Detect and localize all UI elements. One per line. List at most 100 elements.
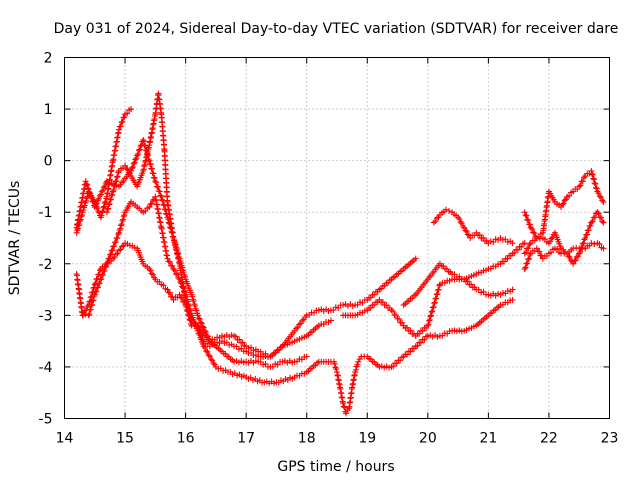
plus-marker bbox=[96, 271, 103, 278]
plus-marker bbox=[173, 244, 180, 251]
plus-marker bbox=[135, 151, 142, 158]
plus-marker bbox=[89, 289, 96, 296]
plus-marker bbox=[560, 200, 567, 207]
plus-marker bbox=[236, 336, 243, 343]
data-point bbox=[116, 126, 122, 133]
data-point bbox=[158, 193, 165, 200]
plus-marker bbox=[407, 348, 414, 355]
plus-marker bbox=[587, 222, 594, 229]
plus-marker bbox=[98, 188, 105, 195]
plus-marker bbox=[189, 293, 196, 300]
plus-marker bbox=[89, 198, 96, 205]
plus-marker bbox=[80, 207, 87, 214]
plus-marker bbox=[151, 175, 158, 182]
plus-marker bbox=[464, 278, 471, 285]
plus-marker bbox=[523, 260, 530, 267]
plus-marker bbox=[589, 171, 596, 178]
plus-marker bbox=[148, 165, 155, 172]
plus-marker bbox=[577, 249, 584, 256]
plus-marker bbox=[128, 165, 135, 172]
plus-marker bbox=[84, 303, 91, 310]
plus-marker bbox=[446, 208, 453, 215]
plus-marker bbox=[102, 198, 109, 205]
plus-marker bbox=[196, 331, 203, 338]
data-point bbox=[164, 255, 171, 262]
plus-marker bbox=[172, 270, 179, 277]
plus-marker bbox=[99, 187, 106, 194]
plus-marker bbox=[393, 312, 400, 319]
plus-marker bbox=[198, 336, 205, 343]
y-tick-label: -4 bbox=[39, 360, 53, 376]
plus-marker bbox=[427, 313, 434, 320]
plus-marker bbox=[185, 302, 192, 309]
plus-marker bbox=[591, 241, 598, 248]
plus-marker bbox=[92, 280, 99, 287]
plus-marker bbox=[109, 247, 116, 254]
plus-marker bbox=[421, 336, 428, 343]
plus-marker bbox=[562, 196, 569, 203]
plus-marker bbox=[99, 208, 106, 215]
data-point bbox=[576, 245, 583, 252]
plus-marker bbox=[565, 253, 572, 260]
plus-marker bbox=[153, 179, 160, 186]
plus-marker bbox=[114, 250, 121, 257]
plus-marker bbox=[589, 170, 596, 177]
plus-marker bbox=[526, 241, 533, 248]
plus-marker bbox=[107, 251, 114, 258]
plus-marker bbox=[436, 282, 443, 289]
data-point bbox=[600, 245, 607, 252]
data-point bbox=[327, 317, 334, 324]
plus-marker bbox=[462, 227, 469, 234]
plus-marker bbox=[119, 217, 126, 224]
plus-marker bbox=[107, 196, 114, 203]
plus-marker bbox=[112, 178, 119, 185]
plus-marker bbox=[80, 311, 87, 318]
plus-marker bbox=[591, 176, 598, 183]
plus-marker bbox=[110, 187, 117, 194]
plus-marker bbox=[579, 178, 586, 185]
plus-marker bbox=[113, 177, 120, 184]
plus-marker bbox=[354, 361, 361, 368]
plus-marker bbox=[456, 215, 463, 222]
plus-marker bbox=[531, 230, 538, 237]
plus-marker bbox=[393, 360, 400, 367]
plus-marker bbox=[94, 275, 101, 282]
plus-marker bbox=[160, 282, 167, 289]
plus-marker bbox=[148, 270, 155, 277]
plus-marker bbox=[407, 327, 414, 334]
plus-marker bbox=[571, 258, 578, 265]
plus-marker bbox=[117, 225, 124, 232]
plus-marker bbox=[518, 243, 525, 250]
plus-marker bbox=[147, 267, 154, 274]
plus-marker bbox=[88, 194, 95, 201]
plus-marker bbox=[86, 310, 93, 317]
plus-marker bbox=[106, 200, 113, 207]
plus-marker bbox=[595, 210, 602, 217]
plus-marker bbox=[81, 202, 88, 209]
plus-marker bbox=[149, 271, 156, 278]
data-point bbox=[116, 229, 122, 236]
data-point bbox=[103, 209, 110, 216]
data-point bbox=[170, 265, 177, 272]
data-point bbox=[594, 209, 601, 216]
plus-marker bbox=[177, 278, 184, 285]
plus-marker bbox=[183, 293, 190, 300]
plus-marker bbox=[426, 316, 433, 323]
plus-marker bbox=[136, 146, 143, 153]
plus-marker bbox=[431, 299, 438, 306]
plus-marker bbox=[573, 253, 580, 260]
data-point bbox=[570, 260, 577, 267]
plus-marker bbox=[514, 246, 521, 253]
plus-marker bbox=[593, 184, 600, 191]
plus-marker bbox=[171, 236, 178, 243]
data-point bbox=[412, 255, 419, 262]
plus-marker bbox=[181, 288, 188, 295]
plus-marker bbox=[548, 235, 555, 242]
plus-marker bbox=[591, 180, 598, 187]
plus-marker bbox=[87, 193, 94, 200]
plus-marker bbox=[204, 348, 211, 355]
data-point bbox=[576, 250, 583, 257]
plus-marker bbox=[566, 254, 573, 261]
